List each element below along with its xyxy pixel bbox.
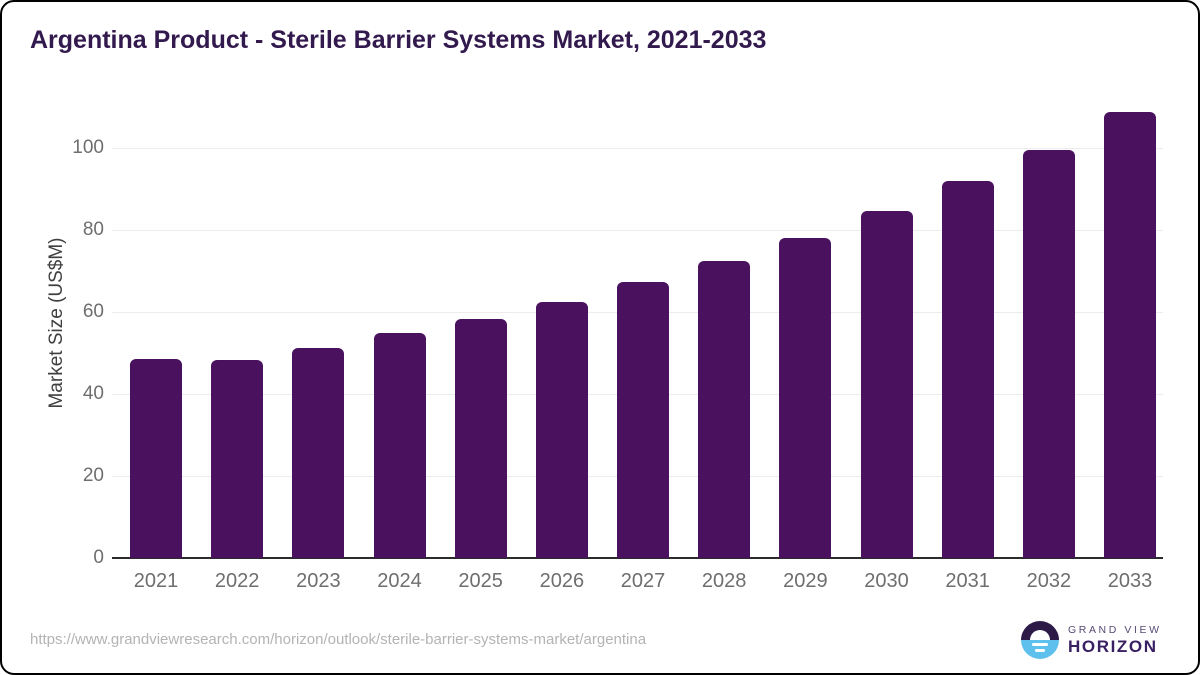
x-axis-label: 2031 [945, 570, 990, 592]
grand-view-horizon-logo: GRAND VIEW HORIZON [1021, 621, 1162, 659]
bar-2030[interactable] [860, 211, 913, 558]
bar-2021[interactable] [130, 358, 182, 558]
horizon-sun-icon [1021, 621, 1059, 659]
x-axis-label: 2029 [783, 570, 828, 592]
y-tick-label: 40 [82, 383, 104, 404]
x-axis-label: 2027 [620, 570, 666, 592]
bar-2024[interactable] [373, 333, 426, 558]
bar-2022[interactable] [211, 359, 264, 558]
x-axis-line [112, 557, 1163, 559]
x-axis-label: 2026 [539, 570, 585, 592]
gridline-y100 [112, 147, 1163, 149]
y-tick-label: 100 [72, 137, 104, 158]
bar-2031[interactable] [941, 181, 994, 558]
x-axis-label: 2025 [458, 570, 503, 592]
sun-dome-shape [1030, 630, 1050, 640]
logo-product-name: HORIZON [1068, 637, 1158, 656]
bar-2032[interactable] [1022, 149, 1075, 558]
chart-title: Argentina Product - Sterile Barrier Syst… [30, 26, 767, 54]
x-axis-label: 2023 [296, 570, 341, 592]
source-url: https://www.grandviewresearch.com/horizo… [30, 631, 647, 648]
x-axis-label: 2033 [1107, 570, 1153, 592]
y-tick-label: 60 [82, 301, 104, 322]
sun-reflection-line [1032, 643, 1048, 646]
bar-2029[interactable] [779, 237, 832, 558]
bar-2023[interactable] [292, 347, 345, 558]
sun-reflection-line [1035, 649, 1045, 652]
x-axis-label: 2032 [1026, 570, 1072, 592]
x-axis-label: 2021 [133, 570, 179, 592]
y-tick-label: 20 [82, 465, 104, 486]
gridline-y80 [112, 229, 1163, 231]
bar-2027[interactable] [617, 282, 669, 558]
x-axis-label: 2022 [214, 570, 260, 592]
bar-2028[interactable] [698, 261, 751, 558]
bar-2033[interactable] [1104, 111, 1156, 558]
logo-text: GRAND VIEW HORIZON [1068, 624, 1162, 656]
y-tick-label: 0 [93, 547, 104, 568]
x-axis-label: 2028 [701, 570, 747, 592]
x-axis-label: 2024 [377, 570, 422, 592]
x-axis-label: 2030 [864, 570, 909, 592]
y-tick-label: 80 [82, 219, 104, 240]
bar-2025[interactable] [454, 318, 507, 558]
logo-brand-name: GRAND VIEW [1068, 624, 1162, 636]
bar-2026[interactable] [535, 301, 588, 558]
